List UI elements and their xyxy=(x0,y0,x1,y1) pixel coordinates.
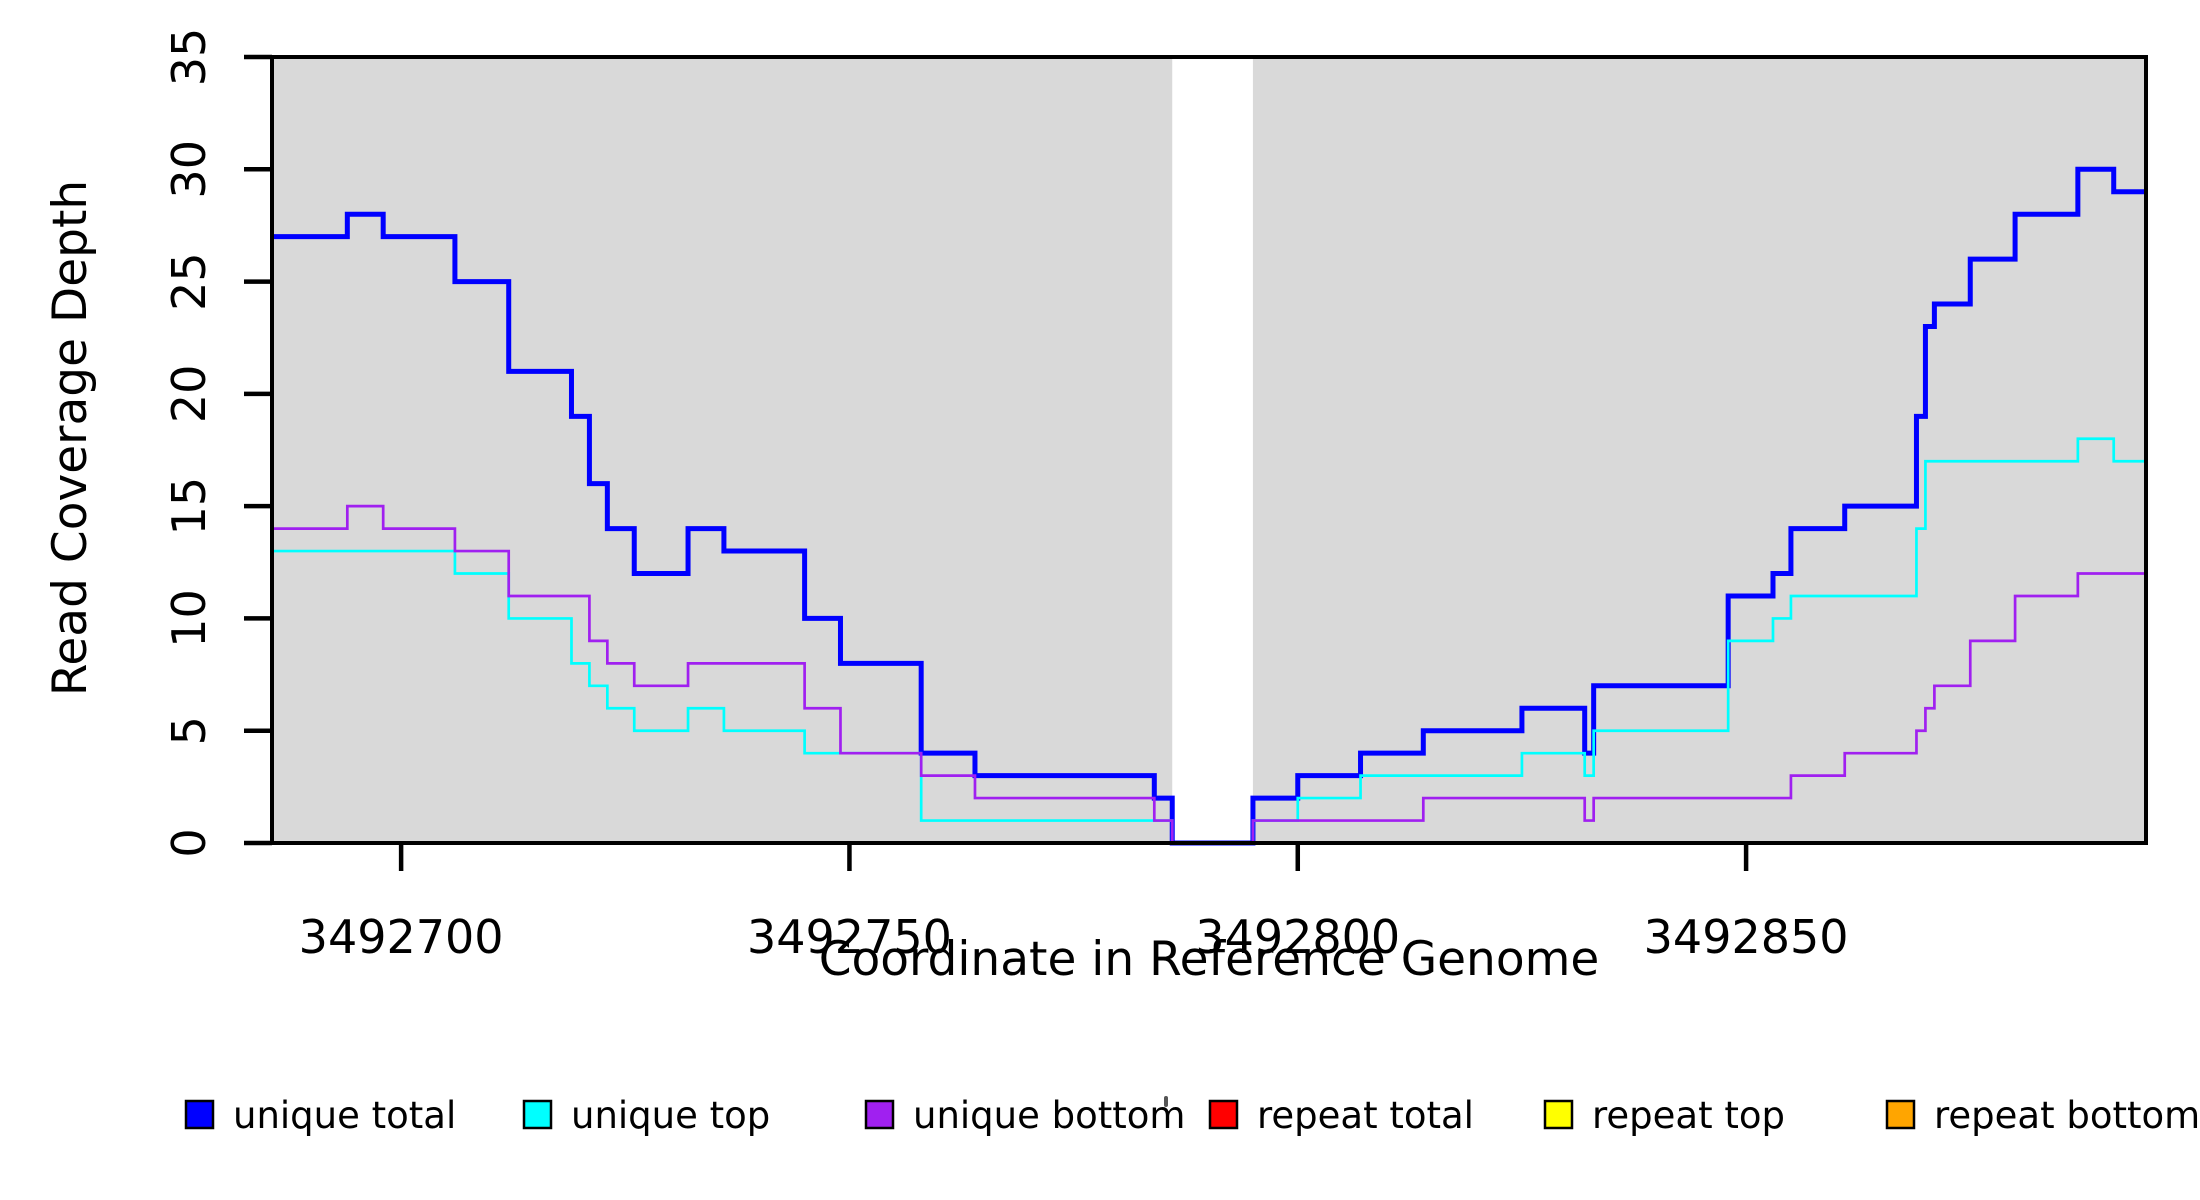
y-tick-label: 10 xyxy=(162,589,216,648)
y-tick-label: 25 xyxy=(162,252,216,311)
legend-item-repeat-bottom: repeat bottom xyxy=(1885,1094,2200,1137)
plot-layer: 3492700 3492750 3492800 3492850 0 5 10 15 20 25 30… xyxy=(162,28,2148,964)
legend-swatch-repeat-top xyxy=(1543,1099,1574,1130)
legend-label: repeat total xyxy=(1257,1094,1474,1137)
legend-label: unique bottom xyxy=(913,1094,1185,1137)
y-tick-label: 5 xyxy=(162,716,216,745)
y-tick-label: 30 xyxy=(162,140,216,199)
x-tick-label: 3492800 xyxy=(1195,910,1400,964)
x-tick-label: 3492850 xyxy=(1644,910,1849,964)
legend-swatch-repeat-total xyxy=(1208,1099,1239,1130)
legend-label: repeat bottom xyxy=(1934,1094,2200,1137)
y-tick-label: 20 xyxy=(162,365,216,424)
legend-swatch-repeat-bottom xyxy=(1885,1099,1916,1130)
legend-item-unique-total: unique total xyxy=(184,1094,456,1137)
y-tick-label: 15 xyxy=(162,477,216,536)
legend-item-unique-top: unique top xyxy=(522,1094,770,1137)
x-tick-label: 3492750 xyxy=(747,910,952,964)
y-tick-label: 35 xyxy=(162,28,216,87)
series-line-unique-bottom xyxy=(272,504,2146,845)
plot-box xyxy=(270,55,2148,845)
legend-swatch-unique-total xyxy=(184,1099,215,1130)
legend: unique total unique top unique bottom repea… xyxy=(184,1094,2200,1137)
x-tick-label: 3492700 xyxy=(299,910,504,964)
y-axis-title: Read Coverage Depth xyxy=(43,180,98,696)
legend-label: repeat top xyxy=(1592,1094,1785,1137)
y-tick-label: 0 xyxy=(162,828,216,857)
stray-mark xyxy=(1164,1096,1168,1107)
x-axis-title: Coordinate in Reference Genome xyxy=(819,932,1600,987)
legend-swatch-unique-top xyxy=(522,1099,553,1130)
legend-item-unique-bottom: unique bottom xyxy=(864,1094,1185,1137)
legend-item-repeat-total: repeat total xyxy=(1208,1094,1474,1137)
coverage-gap-band xyxy=(1172,57,1253,843)
legend-label: unique top xyxy=(571,1094,770,1137)
legend-label: unique total xyxy=(233,1094,456,1137)
legend-item-repeat-top: repeat top xyxy=(1543,1094,1785,1137)
series-line-unique-total xyxy=(272,166,2146,846)
legend-swatch-unique-bottom xyxy=(864,1099,895,1130)
